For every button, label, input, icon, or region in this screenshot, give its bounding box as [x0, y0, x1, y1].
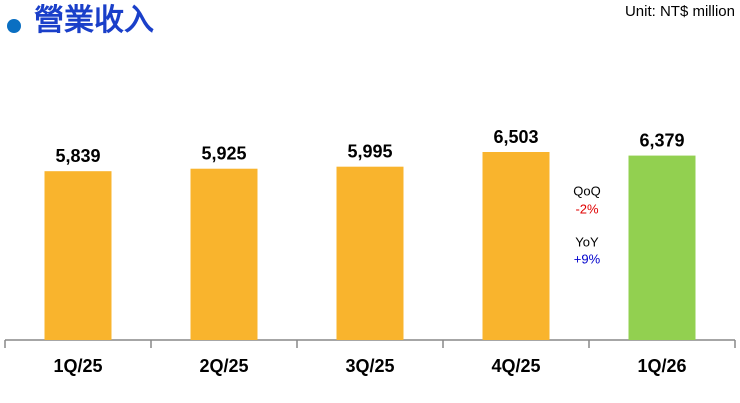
annotation: QoQ — [573, 183, 600, 198]
annotation: YoY — [575, 234, 599, 249]
title-bullet — [7, 19, 21, 33]
value-label: 6,503 — [493, 127, 538, 147]
x-tick-label: 1Q/25 — [53, 356, 102, 376]
bar — [336, 166, 404, 340]
bar — [482, 152, 550, 340]
unit-label: Unit: NT$ million — [625, 3, 735, 20]
annotation: -2% — [575, 201, 599, 216]
chart-title: 營業收入 — [34, 4, 154, 37]
annotation: +9% — [574, 251, 601, 266]
x-tick-label: 1Q/26 — [637, 356, 686, 376]
x-tick-label: 3Q/25 — [345, 356, 394, 376]
value-label: 6,379 — [639, 130, 684, 150]
bar — [628, 155, 696, 340]
value-label: 5,995 — [347, 141, 392, 161]
bar — [190, 168, 258, 340]
x-tick-label: 4Q/25 — [491, 356, 540, 376]
bar — [44, 171, 112, 340]
x-tick-label: 2Q/25 — [199, 356, 248, 376]
value-label: 5,925 — [201, 143, 246, 163]
value-label: 5,839 — [55, 146, 100, 166]
